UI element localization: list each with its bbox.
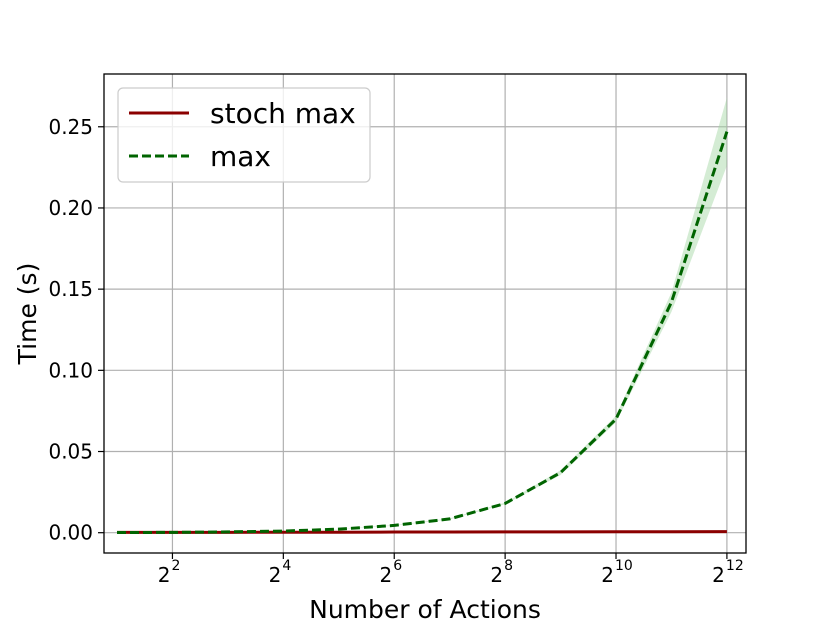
x-tick-label: 2 12 (712, 558, 744, 587)
x-tick-exponent: 6 (393, 558, 402, 574)
x-tick-exponent: 2 (171, 558, 180, 574)
legend: stoch max max (117, 87, 371, 183)
x-tick-exponent: 4 (282, 558, 291, 574)
series-line-stoch-max (117, 530, 727, 534)
x-axis-title: Number of Actions (309, 595, 541, 623)
y-tick-label: 0.15 (48, 277, 93, 301)
x-tick-exponent: 12 (726, 558, 744, 574)
y-axis-ticks: 0.00 0.05 0.10 0.15 0.20 0.25 (48, 115, 104, 545)
x-tick-exponent: 10 (615, 558, 633, 574)
x-tick-base: 2 (490, 563, 503, 587)
legend-label-stoch-max: stoch max (210, 97, 356, 130)
plot-area-frame (103, 73, 747, 554)
series-lines (116, 131, 729, 535)
grid (104, 74, 746, 553)
y-tick-label: 0.10 (48, 358, 93, 382)
y-tick-label: 0.00 (48, 521, 93, 545)
y-tick-label: 0.25 (48, 115, 93, 139)
legend-label-max: max (210, 140, 271, 173)
x-tick-base: 2 (269, 563, 282, 587)
x-tick-exponent: 8 (504, 558, 513, 574)
x-tick-base: 2 (601, 563, 614, 587)
y-tick-label: 0.20 (48, 196, 93, 220)
series-line-max (116, 131, 729, 535)
x-tick-label: 2 10 (601, 558, 633, 587)
y-tick-label: 0.05 (48, 440, 93, 464)
x-tick-base: 2 (379, 563, 392, 587)
y-axis-title: Time (s) (13, 263, 42, 366)
x-axis-ticks: 2 2 2 4 2 6 2 8 2 10 2 12 (158, 553, 744, 587)
x-tick-base: 2 (712, 563, 725, 587)
x-tick-base: 2 (158, 563, 171, 587)
